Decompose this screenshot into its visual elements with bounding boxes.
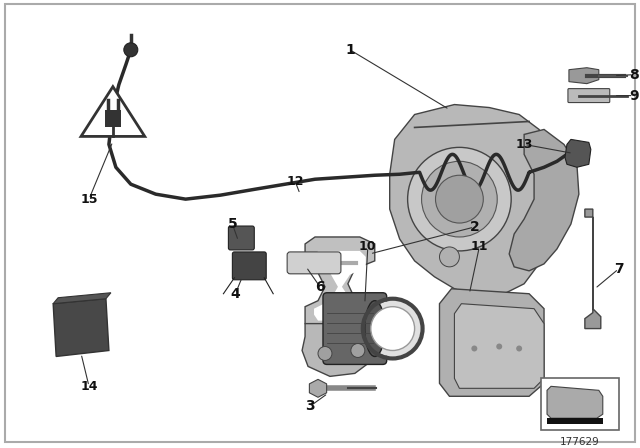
Text: 7: 7: [614, 262, 623, 276]
Polygon shape: [509, 129, 579, 271]
Circle shape: [318, 346, 332, 361]
Text: 5: 5: [227, 217, 237, 231]
Polygon shape: [302, 323, 380, 376]
Text: 1: 1: [345, 43, 355, 57]
Circle shape: [351, 344, 365, 358]
Polygon shape: [565, 139, 591, 167]
FancyBboxPatch shape: [228, 226, 254, 250]
Polygon shape: [569, 68, 599, 84]
Polygon shape: [454, 304, 544, 388]
Circle shape: [440, 247, 460, 267]
Text: 2: 2: [470, 220, 479, 234]
Circle shape: [365, 301, 420, 357]
Polygon shape: [440, 289, 544, 396]
FancyBboxPatch shape: [287, 252, 341, 274]
Polygon shape: [81, 86, 145, 136]
FancyBboxPatch shape: [568, 89, 610, 103]
Polygon shape: [314, 251, 366, 321]
Circle shape: [408, 147, 511, 251]
Polygon shape: [53, 299, 109, 357]
Bar: [541, 379, 619, 430]
Polygon shape: [53, 293, 111, 304]
Bar: [547, 418, 603, 424]
Text: 12: 12: [286, 175, 304, 188]
Text: 9: 9: [629, 89, 639, 103]
Text: 177629: 177629: [560, 437, 600, 447]
Text: 8: 8: [628, 68, 639, 82]
Circle shape: [516, 345, 522, 352]
Text: 10: 10: [359, 241, 376, 254]
Circle shape: [435, 175, 483, 223]
Text: 11: 11: [470, 241, 488, 254]
Polygon shape: [585, 209, 601, 328]
Polygon shape: [309, 379, 326, 397]
Bar: [105, 109, 121, 127]
Circle shape: [371, 307, 415, 350]
Text: 15: 15: [80, 193, 98, 206]
FancyBboxPatch shape: [232, 252, 266, 280]
Polygon shape: [305, 237, 375, 331]
Polygon shape: [547, 386, 603, 418]
Circle shape: [496, 344, 502, 349]
Ellipse shape: [365, 301, 385, 357]
Polygon shape: [390, 104, 557, 297]
Text: 13: 13: [515, 138, 533, 151]
Text: 4: 4: [230, 287, 240, 301]
Text: 3: 3: [305, 399, 315, 413]
Circle shape: [422, 161, 497, 237]
FancyBboxPatch shape: [323, 293, 387, 364]
Ellipse shape: [124, 43, 138, 57]
Text: 6: 6: [315, 280, 325, 294]
Circle shape: [471, 345, 477, 352]
Text: 14: 14: [80, 380, 98, 393]
